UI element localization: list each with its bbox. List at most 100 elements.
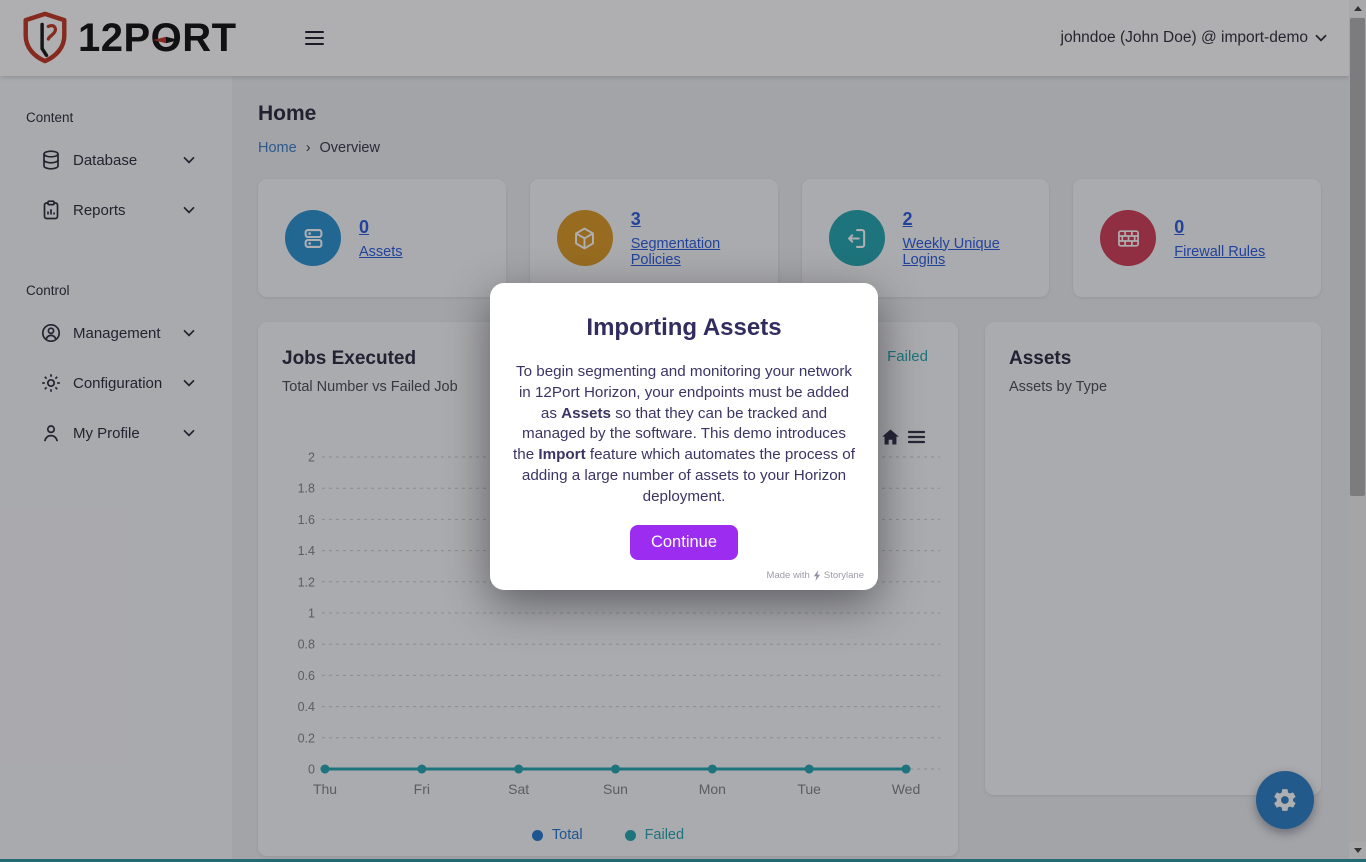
svg-text:0: 0 [308, 763, 315, 777]
chart-legend: Total Failed [258, 827, 958, 843]
svg-text:Wed: Wed [892, 781, 921, 797]
logo-wordmark: 12PORT [78, 15, 237, 60]
svg-text:Mon: Mon [699, 781, 726, 797]
sidebar-item-my-profile[interactable]: My Profile [40, 408, 195, 458]
arrow-down-icon [1353, 848, 1362, 853]
modal-title: Importing Assets [586, 314, 782, 341]
legend-dot-total [531, 829, 543, 841]
sidebar-item-reports[interactable]: Reports [40, 185, 195, 235]
chevron-down-icon [183, 156, 195, 164]
compass-needle-icon [153, 36, 180, 44]
vertical-scrollbar[interactable] [1349, 0, 1366, 859]
scrollbar-thumb[interactable] [1350, 18, 1365, 496]
svg-text:1.4: 1.4 [298, 544, 315, 558]
person-icon [40, 422, 62, 444]
legend-dot-failed [624, 829, 636, 841]
breadcrumb-separator: › [305, 140, 311, 156]
svg-text:1.8: 1.8 [298, 482, 315, 496]
storylane-watermark: Made with Storylane [766, 569, 864, 581]
legend-item-failed[interactable]: Failed [624, 827, 685, 843]
assets-card-title: Assets [1009, 348, 1072, 369]
sidebar-item-label: Management [73, 324, 161, 342]
sidebar-item-management[interactable]: Management [40, 308, 195, 358]
gear-icon [40, 372, 62, 394]
user-circle-icon [40, 322, 62, 344]
stat-value-link[interactable]: 3 [630, 208, 641, 229]
gear-icon [1274, 789, 1296, 811]
sidebar-section-content: Content [26, 110, 74, 125]
modal-body-text: To begin segmenting and monitoring your … [513, 363, 855, 505]
cube-icon [556, 210, 613, 266]
breadcrumb-current: Overview [319, 140, 380, 156]
bottom-accent-strip [0, 859, 1366, 862]
svg-text:1.2: 1.2 [298, 575, 315, 589]
chevron-down-icon [183, 206, 195, 214]
sidebar-item-database[interactable]: Database [40, 135, 195, 185]
chart-top-legend-failed[interactable]: Failed [887, 348, 928, 365]
hamburger-menu-icon[interactable] [304, 28, 324, 49]
watermark-brand: Storylane [823, 569, 864, 581]
svg-text:1.6: 1.6 [298, 513, 315, 527]
chart-menu-icon[interactable] [907, 429, 926, 445]
assets-card-subtitle: Assets by Type [1009, 379, 1108, 395]
svg-text:0.2: 0.2 [298, 731, 315, 745]
arrow-up-icon [1353, 6, 1362, 11]
storylane-icon [813, 569, 820, 581]
stat-card-weekly-unique-logins: 2 Weekly Unique Logins [801, 179, 1050, 297]
stat-value-link[interactable]: 2 [902, 208, 913, 229]
scrollbar-up-button[interactable] [1349, 0, 1366, 17]
stat-label-link[interactable]: Segmentation Policies [630, 235, 721, 268]
shield-logo-icon [23, 11, 67, 64]
continue-button[interactable]: Continue [629, 524, 739, 560]
page-title: Home [258, 102, 317, 125]
breadcrumb-home-link[interactable]: Home [258, 140, 297, 156]
modal-actions: Continue [512, 524, 856, 560]
svg-text:2: 2 [308, 451, 315, 465]
svg-text:Sat: Sat [508, 781, 529, 797]
sidebar-item-configuration[interactable]: Configuration [40, 358, 195, 408]
chart-toolbox [881, 428, 926, 446]
breadcrumb: Home › Overview [258, 140, 1321, 156]
svg-text:Thu: Thu [313, 781, 337, 797]
user-account-menu[interactable]: johndoe (John Doe) @ import-demo [1061, 29, 1328, 47]
svg-text:0.4: 0.4 [298, 700, 315, 714]
chevron-down-icon [183, 379, 195, 387]
stat-value-link[interactable]: 0 [1174, 216, 1185, 237]
legend-label: Total [551, 827, 583, 843]
firewall-icon [1100, 210, 1157, 266]
sidebar-item-label: Reports [73, 201, 126, 219]
chevron-down-icon [183, 429, 195, 437]
database-icon [40, 149, 62, 171]
watermark-text: Made with [766, 569, 810, 581]
stat-label-link[interactable]: Weekly Unique Logins [902, 235, 1000, 268]
home-icon[interactable] [881, 428, 900, 446]
stat-card-firewall-rules: 0 Firewall Rules [1073, 179, 1321, 297]
stat-label-link[interactable]: Assets [359, 243, 403, 260]
user-menu-label: johndoe (John Doe) @ import-demo [1060, 29, 1309, 46]
svg-text:Tue: Tue [797, 781, 821, 797]
sidebar-section-control: Control [26, 283, 70, 298]
logo[interactable]: 12PORT [22, 11, 237, 65]
stat-card-segmentation-policies: 3 Segmentation Policies [529, 179, 778, 297]
sidebar-item-label: Configuration [73, 374, 163, 392]
settings-fab-button[interactable] [1256, 771, 1314, 829]
svg-text:Fri: Fri [414, 781, 430, 797]
scrollbar-down-button[interactable] [1349, 842, 1366, 859]
stat-cards-row: 0 Assets 3 Segmentation Policies 2 [258, 179, 1321, 297]
top-header-bar: 12PORT johndoe (John Doe) @ import-demo [0, 0, 1349, 76]
svg-text:0.6: 0.6 [298, 669, 315, 683]
reports-icon [40, 199, 62, 221]
sidebar: Content Database Reports Control Managem… [0, 76, 232, 859]
jobs-card-subtitle: Total Number vs Failed Job [282, 379, 458, 395]
stat-value-link[interactable]: 0 [359, 216, 370, 237]
sidebar-item-label: Database [73, 151, 138, 169]
jobs-card-title: Jobs Executed [282, 348, 417, 369]
assets-by-type-card: Assets Assets by Type [985, 322, 1321, 795]
chevron-down-icon [1315, 34, 1327, 42]
svg-text:Sun: Sun [603, 781, 628, 797]
server-icon [285, 210, 341, 266]
legend-label: Failed [644, 827, 685, 843]
legend-item-total[interactable]: Total [531, 827, 583, 843]
chevron-down-icon [183, 329, 195, 337]
stat-label-link[interactable]: Firewall Rules [1174, 243, 1266, 260]
